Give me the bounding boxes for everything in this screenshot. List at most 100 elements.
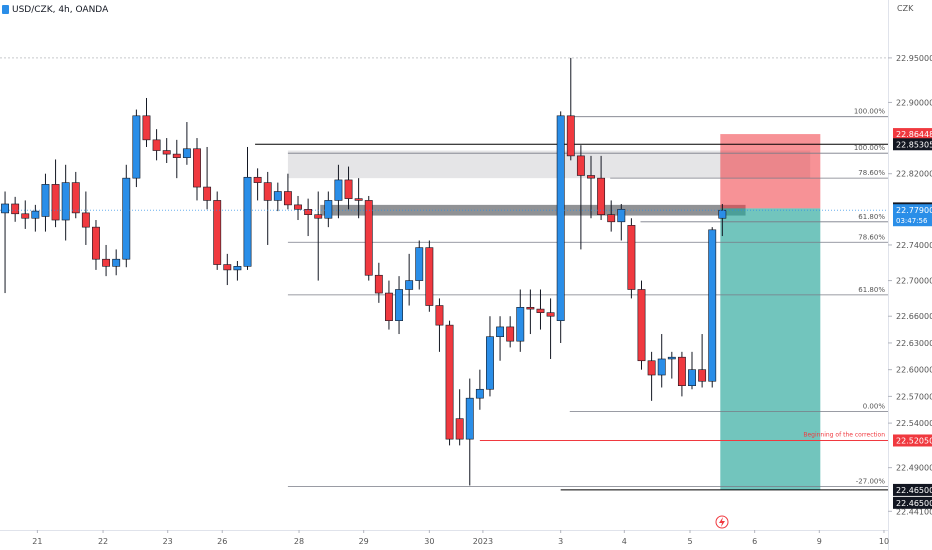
x-tick-label: 2023	[473, 537, 493, 546]
candle-body	[657, 358, 666, 376]
candle-body	[576, 155, 585, 176]
candle-body	[51, 184, 60, 221]
candle-body	[587, 175, 595, 179]
x-tick-label: 23	[163, 537, 173, 546]
candle-body	[435, 305, 444, 326]
stop-zone	[720, 134, 821, 209]
y-tick-label: 22.66000	[896, 312, 932, 321]
candle-body	[92, 226, 100, 260]
price-badge	[893, 483, 932, 496]
y-tick-label: 22.44100	[896, 507, 932, 516]
candle-body	[445, 324, 454, 440]
price-badge	[893, 128, 932, 141]
candle-body	[132, 115, 141, 179]
candle-body	[193, 148, 201, 188]
currency: CZK	[897, 4, 914, 13]
x-tick-label: 5	[687, 537, 692, 546]
candle-body	[112, 258, 121, 267]
price-badge-label: 22.86448	[896, 130, 932, 139]
candle-body	[162, 150, 171, 155]
price-badge-label: 22.46500	[896, 499, 932, 508]
candle-body	[374, 274, 383, 294]
target-zone	[720, 208, 821, 490]
candle-body	[344, 179, 353, 199]
candle-body	[182, 148, 191, 158]
x-tick-label: 28	[294, 537, 304, 546]
price-badge	[893, 434, 932, 447]
x-tick-label: 9	[817, 537, 822, 546]
candle-body	[273, 191, 282, 201]
candle-body	[627, 225, 636, 290]
candle-body	[1, 203, 9, 214]
symbol-icon	[2, 5, 9, 14]
chart-title: USD/CZK, 4h, OANDA	[12, 5, 109, 15]
price-badge-label: 22.52050	[896, 436, 932, 445]
candle-body	[142, 115, 151, 141]
candle-body	[516, 307, 525, 342]
x-tick-label: 21	[32, 537, 42, 546]
price-badge	[893, 138, 932, 151]
candle-body	[607, 214, 616, 223]
candle-body	[415, 247, 424, 281]
candle-body	[203, 186, 212, 201]
candle-body	[283, 191, 292, 206]
candle-body	[536, 308, 545, 313]
candle-body	[546, 312, 555, 317]
candle-body	[425, 247, 434, 306]
price-badge	[893, 496, 932, 509]
y-tick-label: 22.95000	[896, 54, 932, 63]
x-tick-label: 3	[558, 537, 563, 546]
y-tick-label: 22.82000	[896, 170, 932, 179]
y-tick-label: 22.60000	[896, 366, 932, 375]
fib-label: 61.80%	[858, 213, 885, 221]
y-tick-label: 22.70000	[896, 277, 932, 286]
candle-body	[294, 204, 302, 210]
candle-body	[597, 177, 606, 215]
candle-body	[304, 209, 313, 215]
candle-body	[647, 360, 656, 376]
candle-body	[31, 210, 40, 219]
candle-body	[667, 356, 676, 360]
fib-label: -27.00%	[856, 477, 886, 485]
candle-body	[496, 326, 505, 338]
candle-body	[526, 307, 535, 310]
fib-label: 78.60%	[858, 233, 885, 241]
candle-body	[475, 388, 484, 399]
candle-body	[314, 214, 323, 219]
candle-body	[324, 200, 333, 219]
candle-body	[81, 212, 90, 228]
y-tick-label: 22.90000	[896, 98, 932, 107]
y-tick-label: 22.57000	[896, 392, 932, 401]
candle-body	[405, 280, 414, 290]
x-tick-label: 6	[752, 537, 757, 546]
fib-label: 61.80%	[858, 286, 885, 294]
line-label: Beginning of the correction	[803, 431, 885, 438]
price-badge-label: 22.46500	[896, 486, 932, 495]
x-tick-label: 4	[622, 537, 627, 546]
x-tick-label: 30	[424, 537, 434, 546]
candle-body	[223, 264, 232, 271]
plot: 100.00% 78.60% 61.80% 0.00% 100.00% 78.60% 61.…	[0, 57, 888, 491]
candle-body	[122, 177, 131, 260]
candle-body	[102, 258, 111, 267]
price-badge	[893, 204, 932, 227]
candle-body	[263, 182, 272, 201]
x-tick-label: 26	[217, 537, 227, 546]
price-badge-label: 22.77900	[896, 206, 932, 215]
candle-body	[566, 115, 575, 157]
candle-body	[465, 397, 474, 440]
candle-body	[334, 179, 343, 201]
candle-body	[506, 326, 515, 342]
candle-body	[71, 182, 80, 214]
price-badge-label: 22.85305	[896, 140, 932, 149]
fib-label: 100.00%	[854, 144, 885, 152]
event-icon-bolt	[719, 517, 725, 527]
countdown: 03:47:56	[896, 217, 928, 225]
candle-body	[395, 289, 403, 321]
candle-body	[233, 266, 242, 271]
candle-body	[617, 209, 626, 223]
candle-body	[688, 369, 696, 386]
candle-body	[385, 292, 393, 321]
